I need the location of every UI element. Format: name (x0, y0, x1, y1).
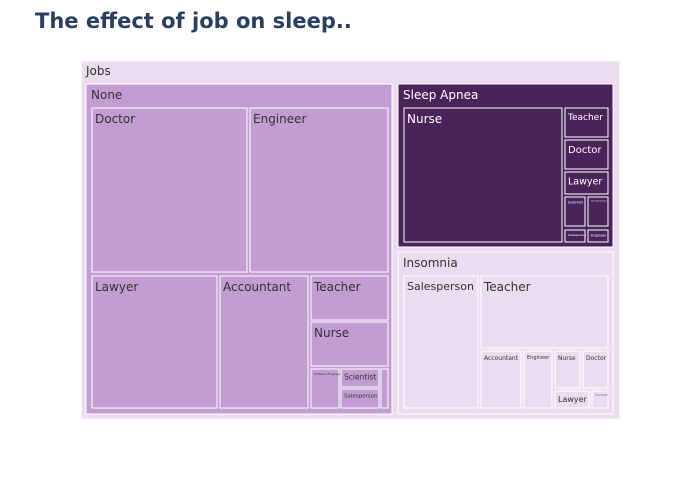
treemap-leaf-insomnia-lawyer[interactable] (554, 390, 590, 409)
treemap-leaf-label-none-teacher: Teacher (313, 280, 361, 294)
chart-title: The effect of job on sleep.. (35, 9, 352, 33)
treemap-leaf-label-none-accountant: Accountant (223, 280, 291, 294)
treemap-root-label: Jobs (85, 64, 111, 78)
treemap-leaf-label-sleep-apnea-doctor: Doctor (568, 145, 602, 156)
treemap-leaf-none-nurse[interactable] (310, 321, 389, 367)
treemap-leaf-none-scientist[interactable] (340, 368, 380, 388)
treemap-leaf-label-sleep-apnea-scientist: Scientist (568, 201, 584, 205)
treemap-leaf-label-sleep-apnea-salesperson: Salesperson (568, 233, 586, 237)
treemap-leaf-sleep-apnea-doctor[interactable] (564, 139, 609, 170)
treemap-group-label-none: None (91, 88, 122, 102)
treemap-leaf-label-sleep-apnea-teacher: Teacher (567, 113, 603, 123)
treemap-leaf-label-insomnia-salesperson: Salesperson (407, 280, 474, 293)
treemap-leaf-label-none-nurse: Nurse (314, 326, 349, 340)
treemap-leaf-label-insomnia-accountant: Accountant (484, 355, 519, 362)
treemap-leaf-none-doctor[interactable] (91, 107, 248, 273)
treemap-leaf-sleep-apnea-sales-representative[interactable] (587, 196, 609, 227)
treemap-leaf-label-insomnia-engineer: Engineer (527, 355, 550, 361)
treemap-leaf-insomnia-engineer[interactable] (523, 350, 553, 409)
treemap-leaf-insomnia-nurse[interactable] (554, 350, 581, 389)
treemap-leaf-label-insomnia-lawyer: Lawyer (558, 395, 588, 404)
treemap-leaf-label-insomnia-software-engineer: Software Engineer (595, 394, 609, 397)
treemap-leaf-sleep-apnea-salesperson[interactable] (564, 229, 586, 243)
treemap-leaf-none-engineer[interactable] (249, 107, 389, 273)
treemap-leaf-label-none-salesperson: Salesperson (344, 394, 378, 400)
treemap-leaf-label-insomnia-nurse: Nurse (558, 355, 576, 362)
treemap-leaf-label-none-scientist: Scientist (344, 373, 376, 382)
treemap-leaf-label-none-lawyer: Lawyer (95, 280, 138, 294)
treemap-leaf-none-sales-representative[interactable] (380, 368, 389, 409)
treemap-leaf-label-insomnia-teacher: Teacher (483, 280, 531, 294)
treemap-leaf-label-insomnia-doctor: Doctor (586, 355, 607, 362)
treemap-leaf-sleep-apnea-nurse[interactable] (403, 107, 563, 243)
treemap-group-label-insomnia: Insomnia (403, 256, 458, 270)
treemap-leaf-sleep-apnea-teacher[interactable] (564, 107, 609, 138)
treemap-leaf-label-sleep-apnea-engineer: Engineer (591, 234, 607, 238)
treemap-leaf-insomnia-accountant[interactable] (480, 350, 522, 409)
treemap-leaf-label-none-engineer: Engineer (253, 112, 307, 126)
treemap-leaf-label-sleep-apnea-nurse: Nurse (407, 112, 442, 126)
treemap-leaf-insomnia-software-engineer[interactable] (591, 390, 609, 409)
treemap-leaf-label-none-doctor: Doctor (95, 112, 135, 126)
treemap-leaf-none-accountant[interactable] (219, 275, 309, 409)
treemap-leaf-insomnia-doctor[interactable] (582, 350, 609, 389)
treemap-group-label-sleep-apnea: Sleep Apnea (403, 88, 478, 102)
treemap-leaf-insomnia-salesperson[interactable] (403, 275, 479, 409)
treemap-leaf-none-salesperson[interactable] (340, 388, 380, 409)
treemap-leaf-none-lawyer[interactable] (91, 275, 218, 409)
treemap-leaf-label-none-software-engineer: Software Engineer (314, 372, 342, 376)
treemap-leaf-insomnia-teacher[interactable] (480, 275, 609, 349)
treemap-leaf-none-software-engineer[interactable] (310, 368, 340, 409)
treemap-leaf-none-teacher[interactable] (310, 275, 389, 321)
treemap-leaf-label-sleep-apnea-sales-representative: Sales Representative (591, 200, 607, 203)
treemap-leaf-label-sleep-apnea-lawyer: Lawyer (568, 177, 602, 188)
treemap-leaf-sleep-apnea-engineer[interactable] (587, 229, 609, 243)
treemap-leaf-sleep-apnea-scientist[interactable] (564, 196, 586, 227)
treemap-leaf-sleep-apnea-lawyer[interactable] (564, 171, 609, 195)
